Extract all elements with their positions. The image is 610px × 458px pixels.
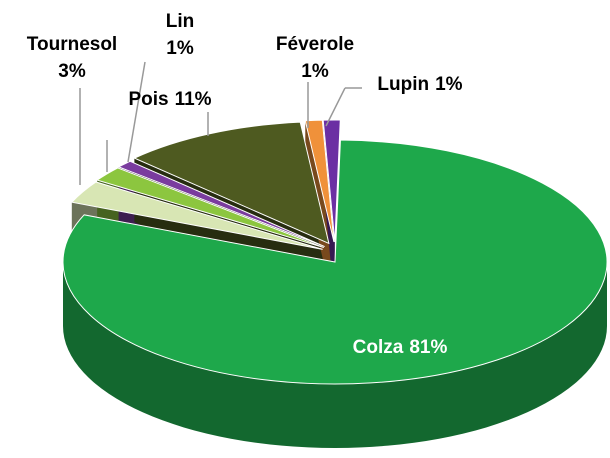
slice: [95, 167, 325, 249]
slice: [304, 119, 335, 243]
label-category: Lupin: [377, 74, 429, 95]
slice: [117, 160, 325, 247]
data-label: Lupin 1%: [377, 74, 462, 95]
label-value: 1%: [435, 74, 463, 95]
slice: [322, 119, 341, 243]
leader-line: [127, 61, 146, 163]
data-label: Lin 1%: [166, 11, 195, 59]
label-category: Colza: [353, 337, 404, 358]
label-value: 3%: [58, 61, 86, 82]
data-label: Colza 81%: [353, 337, 448, 358]
data-label: Féverole 1%: [276, 34, 354, 82]
label-category: Lin: [166, 11, 195, 32]
slice-side: [63, 262, 607, 448]
slice: [133, 121, 330, 245]
label-category: Pois: [128, 89, 168, 110]
slice: [62, 139, 608, 385]
leader-line: [325, 87, 346, 127]
label-category: Féverole: [276, 34, 354, 55]
label-value: 1%: [301, 61, 329, 82]
label-value: 11%: [175, 89, 212, 110]
slice: [70, 181, 323, 250]
data-label: Pois 11%: [128, 89, 211, 110]
label-value: 1%: [166, 38, 194, 59]
label-category: Tournesol: [27, 34, 117, 55]
data-label: Tournesol 3%: [27, 34, 117, 82]
label-value: 81%: [409, 337, 447, 358]
